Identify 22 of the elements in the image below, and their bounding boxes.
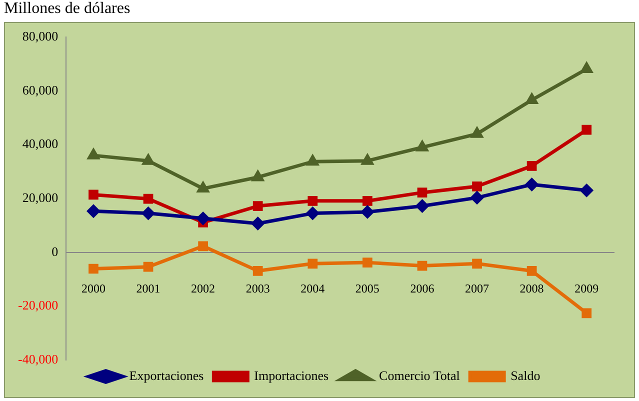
legend-label: Exportaciones [129,368,204,383]
x-tick-label: 2001 [136,282,160,296]
x-tick-label: 2004 [300,282,325,296]
y-tick-label: -40,000 [18,351,58,366]
x-tick-label: 2003 [246,282,270,296]
x-tick-label: 2005 [355,282,380,296]
y-tick-label: 80,000 [22,28,58,44]
x-tick-label: 2006 [410,282,434,296]
y-tick-label: -20,000 [18,298,58,313]
chart-title: Millones de dólares [4,0,130,18]
legend-label: Saldo [510,368,540,383]
x-tick-label: 2009 [574,282,599,296]
x-tick-label: 2007 [465,282,490,296]
x-tick-label: 2000 [81,282,106,296]
x-tick-label: 2002 [191,282,216,296]
legend-label: Importaciones [254,368,329,383]
y-tick-label: 0 [52,244,58,259]
legend-label: Comercio Total [379,368,460,383]
y-tick-label: 20,000 [22,190,58,205]
x-tick-label: 2008 [520,282,544,296]
y-tick-label: 60,000 [22,82,58,98]
y-tick-label: 40,000 [22,136,58,152]
